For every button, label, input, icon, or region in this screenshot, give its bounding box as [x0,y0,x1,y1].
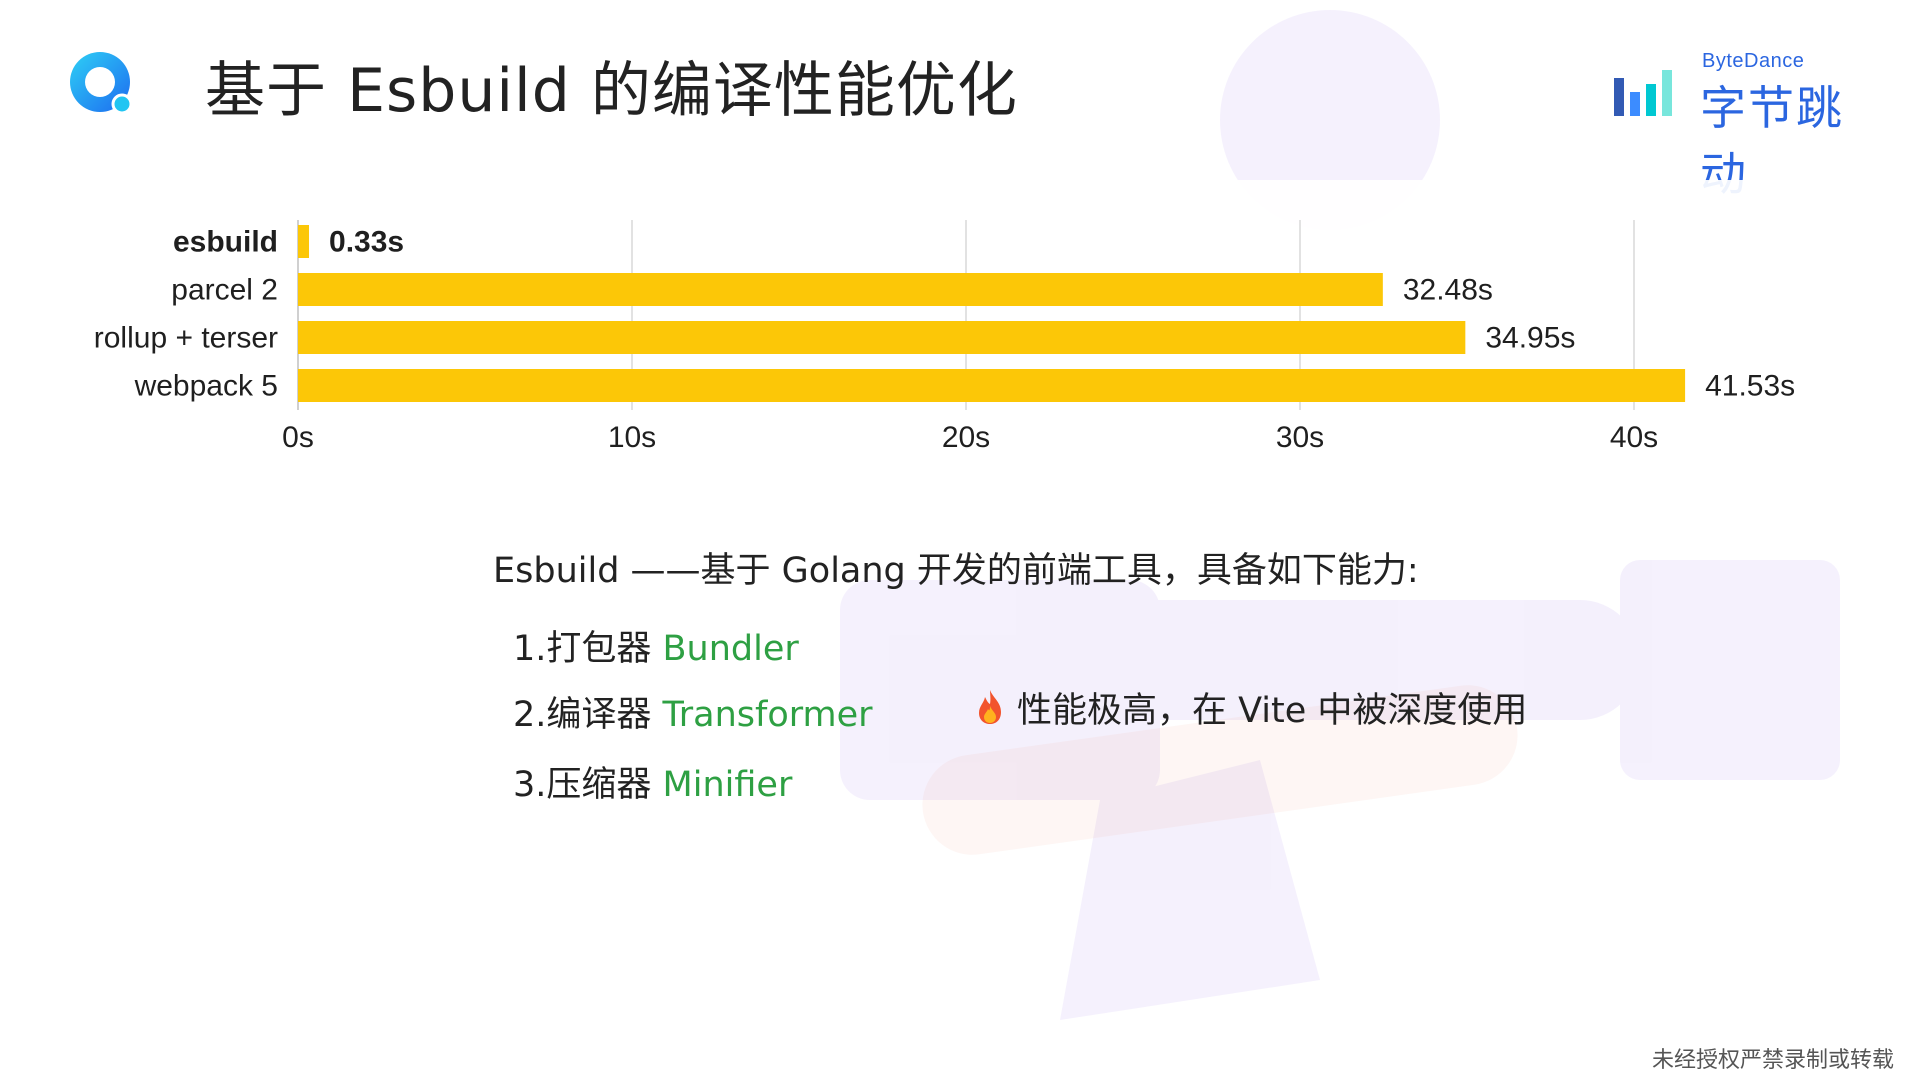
feature-label-en: Transformer [662,695,873,735]
app-logo-icon [70,52,133,115]
bytedance-logo: ByteDance 字节跳动 [1612,50,1882,201]
x-tick-label: 0s [282,421,314,454]
feature-number: 3. [513,765,547,805]
feature-label-cn: 编译器 [546,695,663,735]
bar [298,273,1383,306]
feature-number: 2. [513,695,547,735]
value-label: 0.33s [329,226,404,259]
bar [298,225,310,258]
x-tick-label: 40s [1610,421,1658,454]
feature-item-minifier: 3.压缩器 Minifier [513,756,792,807]
value-label: 34.95s [1485,322,1575,355]
esbuild-description: Esbuild ——基于 Golang 开发的前端工具，具备如下能力: [493,551,1419,591]
brand-name-cn: 字节跳动 [1700,81,1844,201]
value-label: 41.53s [1705,370,1795,403]
x-tick-label: 20s [942,421,990,454]
feature-item-bundler: 1.打包器 Bundler [513,620,799,671]
category-label: rollup + terser [94,322,278,355]
feature-item-transformer: 2.编译器 Transformer [513,686,873,737]
bar [298,321,1466,354]
fire-icon [979,690,1001,724]
feature-label-en: Bundler [662,629,799,669]
feature-label-cn: 压缩器 [546,765,663,805]
copyright-watermark: 未经授权严禁录制或转载 [1651,1048,1894,1073]
value-label: 32.48s [1403,274,1493,307]
brand-name-en: ByteDance [1702,50,1805,72]
x-tick-label: 30s [1276,421,1324,454]
x-tick-label: 10s [608,421,656,454]
feature-label-cn: 打包器 [546,629,663,669]
category-label: webpack 5 [134,370,278,403]
feature-label-en: Minifier [662,765,793,805]
category-label: parcel 2 [171,274,278,307]
bytedance-mark-icon [1614,70,1672,116]
slide-title: 基于 Esbuild 的编译性能优化 [205,56,1018,126]
performance-note-text: 性能极高，在 Vite 中被深度使用 [1017,691,1528,731]
build-time-bar-chart: esbuild 0.33s parcel 2 32.48s rollup + terse… [94,220,1795,454]
performance-note: 性能极高，在 Vite 中被深度使用 [975,682,1527,733]
bar [298,369,1686,402]
feature-number: 1. [513,629,547,669]
category-label: esbuild [173,226,278,259]
